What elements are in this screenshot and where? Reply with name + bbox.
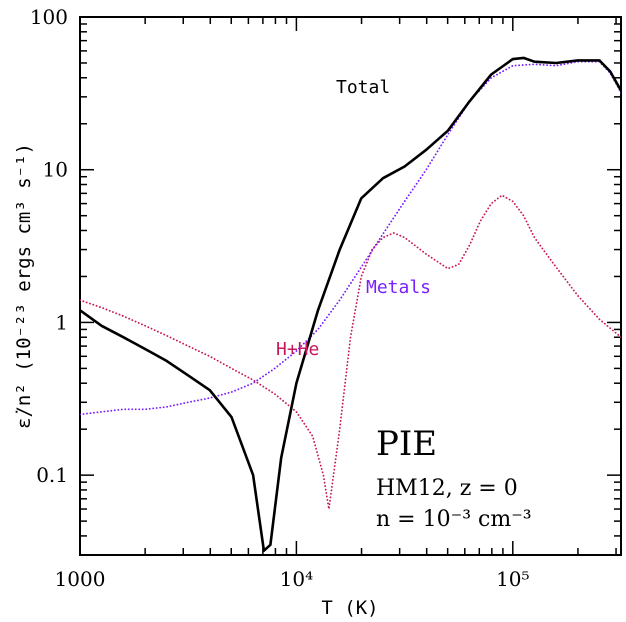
hhe-series-label: H+He	[276, 339, 319, 360]
metals-series-line	[80, 60, 621, 416]
x-tick-label: 10⁴	[280, 567, 313, 591]
uvb-redshift-label: HM12, z = 0	[376, 476, 518, 501]
y-tick-labels: 0.1 1 10 100	[30, 5, 68, 487]
h-he-series-line	[80, 194, 621, 510]
total-series-label: Total	[336, 77, 390, 98]
plot-frame	[79, 16, 622, 556]
y-tick-label: 10	[43, 158, 68, 182]
density-label: n = 10⁻³ cm⁻³	[376, 507, 532, 532]
axis-ticks	[79, 16, 621, 556]
y-tick-label: 100	[30, 5, 68, 29]
x-tick-labels: 100010⁴10⁵10⁶10⁷10⁸	[55, 567, 530, 591]
ionization-mode-label: PIE	[376, 424, 437, 464]
y-tick-label: 0.1	[36, 463, 68, 487]
y-axis-label: ε̇/n² (10⁻²³ ergs cm³ s⁻¹)	[13, 143, 35, 429]
series-layer	[80, 56, 621, 553]
total-series-line	[80, 56, 621, 553]
x-tick-label: 10⁵	[496, 567, 529, 591]
x-axis-label: T (K)	[321, 597, 378, 619]
x-tick-label: 1000	[55, 567, 106, 591]
y-tick-label: 1	[55, 310, 68, 334]
metals-series-label: Metals	[366, 277, 431, 298]
